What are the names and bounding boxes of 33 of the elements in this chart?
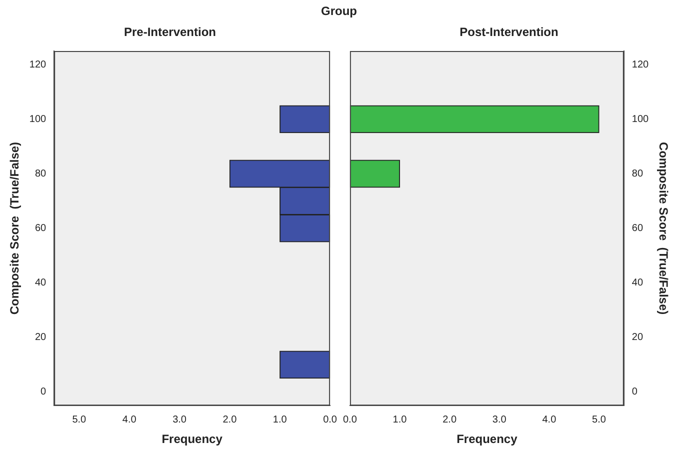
- y-tick-label: 20: [34, 332, 47, 344]
- chart-subtitle: Pre-Intervention: [122, 24, 217, 41]
- x-tick-label: 3.0: [492, 414, 507, 426]
- y-tick-label: 60: [632, 223, 644, 234]
- y-axis-title: Composite Score (True/False): [8, 142, 22, 315]
- x-tick-label: 3.0: [172, 414, 187, 426]
- y-tick-label: 120: [632, 59, 650, 70]
- y-tick-label: 120: [29, 59, 47, 70]
- y-tick-label: 80: [632, 168, 644, 180]
- x-tick-label: 4.0: [122, 414, 137, 426]
- x-tick-label: 1.0: [272, 414, 288, 426]
- x-tick-label: 1.0: [392, 414, 408, 426]
- x-axis-title: Frequency: [162, 432, 223, 446]
- x-tick-label: 2.0: [442, 414, 457, 426]
- x-tick-label: 0.0: [343, 414, 358, 426]
- y-tick-label: 40: [632, 278, 644, 289]
- chart-subtitle: Post-Intervention: [458, 24, 560, 41]
- chart-title: Group: [320, 3, 358, 20]
- x-tick-label: 2.0: [222, 414, 238, 426]
- y-tick-label: 100: [29, 114, 47, 125]
- y-tick-label: 80: [34, 168, 47, 180]
- y-tick-label: 20: [632, 332, 644, 344]
- y-tick-label: 100: [632, 114, 650, 125]
- y-tick-label: 0: [40, 386, 47, 398]
- y-axis-title: Composite Score (True/False): [656, 142, 670, 315]
- x-tick-label: 5.0: [72, 414, 87, 426]
- y-tick-label: 40: [34, 278, 47, 289]
- x-tick-label: 4.0: [542, 414, 557, 426]
- y-tick-label: 60: [34, 223, 47, 234]
- x-axis-title: Frequency: [456, 432, 518, 446]
- x-tick-label: 0.0: [323, 414, 338, 426]
- y-tick-label: 0: [632, 386, 638, 398]
- x-tick-label: 5.0: [592, 414, 606, 426]
